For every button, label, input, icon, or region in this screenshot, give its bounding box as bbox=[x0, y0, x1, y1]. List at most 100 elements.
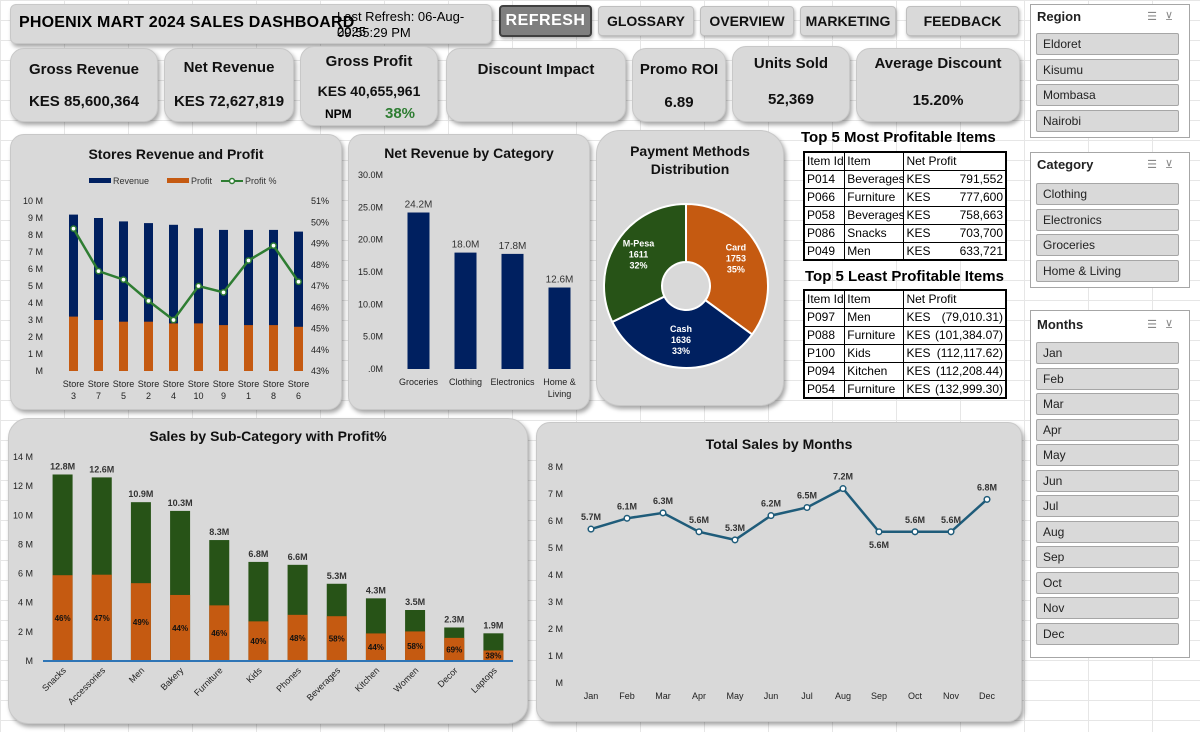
item-id-cell: P097 bbox=[803, 307, 846, 327]
table-row: P086 Snacks KES 703,700 bbox=[803, 223, 1007, 243]
clear-filter-icon[interactable]: ⊻ bbox=[1164, 11, 1181, 23]
profit-bar bbox=[294, 326, 303, 371]
slicer-item-oct[interactable]: Oct bbox=[1036, 571, 1179, 594]
x-tick-label: May bbox=[726, 691, 744, 701]
pie-label-pct: 32% bbox=[630, 260, 648, 270]
x-tick-label: Jan bbox=[584, 691, 599, 701]
y-tick-label: 2 M bbox=[28, 332, 43, 342]
item-id-cell: P054 bbox=[803, 379, 846, 399]
x-tick-label: Oct bbox=[908, 691, 923, 701]
item-id-cell: P094 bbox=[803, 361, 846, 381]
slicer-item-kisumu[interactable]: Kisumu bbox=[1036, 58, 1179, 81]
amount-value: 758,663 bbox=[959, 208, 1003, 222]
x-tick-label: Store bbox=[163, 379, 185, 389]
item-id-cell: P086 bbox=[803, 223, 846, 243]
slicer-item-home-living[interactable]: Home & Living bbox=[1036, 259, 1179, 282]
table-row: P066 Furniture KES 777,600 bbox=[803, 187, 1007, 207]
y-tick-label: 10 M bbox=[23, 196, 43, 206]
slicer-item-nairobi[interactable]: Nairobi bbox=[1036, 109, 1179, 132]
y-tick-label: 1 M bbox=[548, 651, 563, 661]
item-id-cell: P088 bbox=[803, 325, 846, 345]
kpi-net-revenue-value: KES 72,627,819 bbox=[173, 93, 285, 110]
x-tick-label: Store bbox=[88, 379, 110, 389]
feedback-button[interactable]: FEEDBACK bbox=[906, 6, 1019, 36]
clear-filter-icon[interactable]: ⊻ bbox=[1164, 159, 1181, 171]
slicer-item-jun[interactable]: Jun bbox=[1036, 469, 1179, 492]
pie-label-value: 1611 bbox=[629, 249, 649, 259]
slicer-item-electronics[interactable]: Electronics bbox=[1036, 208, 1179, 231]
revenue-bar bbox=[169, 224, 178, 371]
y-tick-label: M bbox=[26, 656, 34, 666]
marketing-button[interactable]: MARKETING bbox=[800, 6, 896, 36]
profit-bar bbox=[405, 631, 426, 661]
bar-data-label: 17.8M bbox=[499, 241, 527, 252]
y-tick-label: 5 M bbox=[28, 281, 43, 291]
profit-pct-label: 44% bbox=[172, 624, 188, 633]
multi-select-icon[interactable]: ☰ bbox=[1147, 319, 1165, 331]
y-tick-label: 6 M bbox=[548, 516, 563, 526]
currency-label: KES bbox=[906, 172, 931, 186]
x-tick-label: 2 bbox=[146, 391, 151, 401]
slicer-item-jul[interactable]: Jul bbox=[1036, 495, 1179, 517]
kpi-average-discount-label: Average Discount bbox=[874, 55, 1002, 72]
profit-bar bbox=[91, 574, 112, 661]
category-slicer-title: Category bbox=[1037, 157, 1094, 172]
slicer-item-eldoret[interactable]: Eldoret bbox=[1036, 33, 1179, 55]
multi-select-icon[interactable]: ☰ bbox=[1147, 159, 1165, 171]
pie-slice-card bbox=[685, 202, 769, 336]
slicer-item-jan[interactable]: Jan bbox=[1036, 342, 1179, 364]
slicer-item-mombasa[interactable]: Mombasa bbox=[1036, 84, 1179, 106]
y-tick-label: 3 M bbox=[28, 315, 43, 325]
profit-pct-label: 49% bbox=[133, 618, 149, 627]
header-panel: PHOENIX MART 2024 SALES DASHBOARD Last R… bbox=[10, 4, 492, 44]
profit-pct-point bbox=[245, 257, 252, 264]
net-profit-cell: KES (112,117.62) bbox=[903, 343, 1007, 363]
y2-tick-label: 43% bbox=[311, 366, 329, 376]
slicer-item-nov[interactable]: Nov bbox=[1036, 597, 1179, 619]
profit-pct-label: 58% bbox=[407, 642, 423, 651]
slicer-item-clothing[interactable]: Clothing bbox=[1036, 183, 1179, 205]
table-row: P100 Kids KES (112,117.62) bbox=[803, 343, 1007, 363]
y-tick-label: 5.0M bbox=[363, 332, 383, 342]
slicer-item-mar[interactable]: Mar bbox=[1036, 393, 1179, 415]
slicer-item-groceries[interactable]: Groceries bbox=[1036, 234, 1179, 256]
y-tick-label: 3 M bbox=[548, 597, 563, 607]
pie-slice-m-pesa bbox=[603, 202, 687, 324]
slicer-item-feb[interactable]: Feb bbox=[1036, 367, 1179, 390]
x-tick-label: Store bbox=[288, 379, 310, 389]
sales-point bbox=[875, 528, 883, 536]
profit-pct-label: 46% bbox=[211, 629, 227, 638]
slicer-item-sep[interactable]: Sep bbox=[1036, 546, 1179, 568]
category-bar bbox=[454, 252, 477, 369]
months-chart-title: Total Sales by Months bbox=[705, 436, 853, 452]
kpi-gross-profit: Gross Profit KES 40,655,961 NPM 38% bbox=[300, 46, 438, 126]
amount-value: 777,600 bbox=[959, 190, 1003, 204]
multi-select-icon[interactable]: ☰ bbox=[1147, 11, 1165, 23]
pie-label-value: 1636 bbox=[671, 335, 691, 345]
x-tick-label: 4 bbox=[171, 391, 176, 401]
point-data-label: 6.3M bbox=[653, 496, 673, 506]
refresh-button[interactable]: REFRESH bbox=[499, 5, 592, 37]
kpi-gross-revenue-label: Gross Revenue bbox=[28, 61, 140, 78]
profit-pct-label: 46% bbox=[55, 614, 71, 623]
glossary-button[interactable]: GLOSSARY bbox=[598, 6, 694, 36]
x-tick-label: 8 bbox=[271, 391, 276, 401]
slicer-item-apr[interactable]: Apr bbox=[1036, 418, 1179, 441]
profit-pct-point bbox=[220, 289, 227, 296]
slicer-item-aug[interactable]: Aug bbox=[1036, 520, 1179, 543]
currency-label: KES bbox=[906, 190, 931, 204]
subcat-chart-panel: Sales by Sub-Category with Profit% M 2 M 4… bbox=[8, 418, 528, 724]
y-tick-label: 6 M bbox=[28, 264, 43, 274]
months-slicer-title: Months bbox=[1037, 317, 1084, 332]
revenue-bar bbox=[269, 229, 278, 371]
slicer-item-dec[interactable]: Dec bbox=[1036, 622, 1179, 645]
clear-filter-icon[interactable]: ⊻ bbox=[1164, 319, 1181, 331]
slicer-item-may[interactable]: May bbox=[1036, 444, 1179, 466]
y-tick-label: 8 M bbox=[18, 539, 33, 549]
profit-pct-point bbox=[70, 225, 77, 232]
dashboard-title: PHOENIX MART 2024 SALES DASHBOARD bbox=[19, 14, 355, 31]
sales-line bbox=[590, 487, 988, 542]
x-tick-label: Aug bbox=[835, 691, 851, 701]
overview-button[interactable]: OVERVIEW bbox=[700, 6, 794, 36]
y2-tick-label: 46% bbox=[311, 302, 329, 312]
